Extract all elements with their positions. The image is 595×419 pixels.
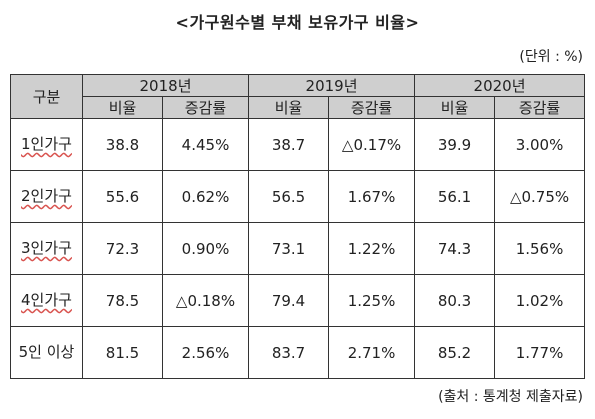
table-cell: 1.77% bbox=[494, 326, 586, 379]
table-cell: 78.5 bbox=[82, 274, 163, 327]
table-cell: 55.6 bbox=[82, 170, 163, 223]
document-title: <가구원수별 부채 보유가구 비율> bbox=[175, 13, 420, 32]
table-cell: 85.2 bbox=[414, 326, 496, 379]
subheader-change: 증감률 bbox=[328, 96, 416, 119]
table-cell: 4.45% bbox=[161, 118, 250, 171]
table-cell: 79.4 bbox=[248, 274, 330, 327]
table-row: 4인가구 78.5 △0.18% 79.4 1.25% 80.3 1.02% bbox=[10, 274, 586, 327]
table-cell: 38.8 bbox=[82, 118, 163, 171]
year-header: 2019년 bbox=[248, 74, 416, 97]
table-cell: 72.3 bbox=[82, 222, 163, 275]
debt-ratio-table: 구분 2018년 2019년 2020년 비율 증감률 비율 증감률 비율 증감… bbox=[10, 74, 586, 379]
table-cell: 2.56% bbox=[161, 326, 250, 379]
row-label: 4인가구 bbox=[10, 274, 83, 327]
row-label: 3인가구 bbox=[10, 222, 83, 275]
year-header: 2020년 bbox=[414, 74, 586, 97]
header-row-metrics: 비율 증감률 비율 증감률 비율 증감률 bbox=[11, 96, 586, 119]
subheader-ratio: 비율 bbox=[414, 96, 496, 119]
table-cell: 81.5 bbox=[82, 326, 163, 379]
subheader-ratio: 비율 bbox=[82, 96, 163, 119]
header-row-years: 구분 2018년 2019년 2020년 bbox=[10, 74, 586, 119]
table-row: 1인가구 38.8 4.45% 38.7 △0.17% 39.9 3.00% bbox=[10, 118, 586, 171]
table-cell: △0.18% bbox=[161, 274, 250, 327]
table-row: 3인가구 72.3 0.90% 73.1 1.22% 74.3 1.56% bbox=[10, 222, 586, 275]
row-label: 5인 이상 bbox=[10, 326, 83, 379]
row-label-text: 5인 이상 bbox=[18, 343, 75, 361]
table-cell: 1.22% bbox=[328, 222, 416, 275]
source-note: (출처 : 통계청 제출자료) bbox=[438, 389, 583, 405]
row-label-text: 3인가구 bbox=[21, 239, 72, 257]
subheader-change: 증감률 bbox=[494, 96, 586, 119]
row-label-text: 4인가구 bbox=[21, 291, 72, 309]
table-row: 2인가구 55.6 0.62% 56.5 1.67% 56.1 △0.75% bbox=[10, 170, 586, 223]
subheader-change: 증감률 bbox=[161, 96, 250, 119]
table-cell: 74.3 bbox=[414, 222, 496, 275]
table-cell: 3.00% bbox=[494, 118, 586, 171]
row-label-text: 2인가구 bbox=[21, 187, 72, 205]
subheader-ratio: 비율 bbox=[248, 96, 330, 119]
table-cell: 1.56% bbox=[494, 222, 586, 275]
table-cell: △0.17% bbox=[328, 118, 416, 171]
unit-note: (단위 : %) bbox=[519, 49, 583, 65]
table-cell: 56.1 bbox=[414, 170, 496, 223]
table-cell: 73.1 bbox=[248, 222, 330, 275]
table-cell: 38.7 bbox=[248, 118, 330, 171]
table-cell: 83.7 bbox=[248, 326, 330, 379]
table-cell: 1.67% bbox=[328, 170, 416, 223]
year-header: 2018년 bbox=[81, 74, 250, 97]
table-cell: 0.62% bbox=[161, 170, 250, 223]
table-row: 5인 이상 81.5 2.56% 83.7 2.71% 85.2 1.77% bbox=[10, 326, 586, 379]
table-cell: △0.75% bbox=[494, 170, 586, 223]
row-label: 2인가구 bbox=[10, 170, 83, 223]
table-cell: 56.5 bbox=[248, 170, 330, 223]
table-cell: 1.02% bbox=[494, 274, 586, 327]
table-cell: 1.25% bbox=[328, 274, 416, 327]
row-label-text: 1인가구 bbox=[21, 135, 72, 153]
table-cell: 39.9 bbox=[414, 118, 496, 171]
table-cell: 0.90% bbox=[161, 222, 250, 275]
corner-header: 구분 bbox=[10, 74, 83, 119]
table-cell: 80.3 bbox=[414, 274, 496, 327]
table-cell: 2.71% bbox=[328, 326, 416, 379]
row-label: 1인가구 bbox=[10, 118, 83, 171]
